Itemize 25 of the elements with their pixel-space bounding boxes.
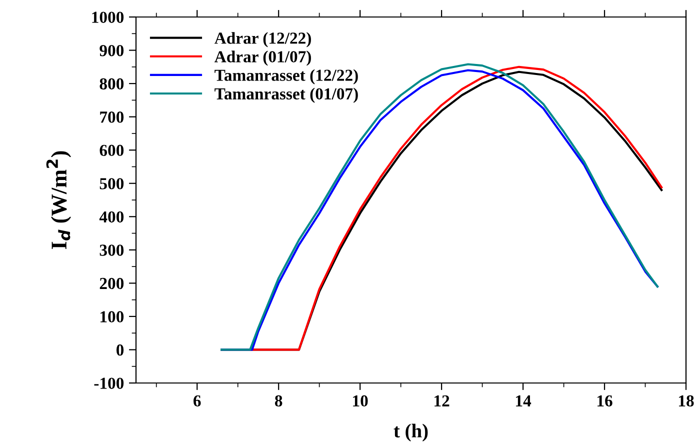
legend-label: Tamanrasset (01/07)	[214, 88, 358, 103]
y-tick-label: 500	[100, 178, 124, 190]
legend-label: Adrar (12/22)	[214, 32, 311, 48]
x-axis-title: t (h)	[394, 424, 428, 442]
y-tick-label: -100	[94, 378, 124, 389]
y-tick-label: 0	[116, 344, 124, 356]
y-tick-label: 100	[100, 311, 124, 322]
x-tick-label: 18	[679, 395, 694, 407]
x-tick-label: 8	[274, 395, 282, 407]
legend-label: Adrar (01/07)	[214, 50, 311, 66]
y-tick-label: 400	[99, 211, 124, 223]
x-tick-label: 10	[353, 395, 368, 407]
x-tick-label: 6	[194, 395, 201, 407]
y-tick-label: 200	[100, 278, 124, 290]
x-tick-label: 12	[434, 395, 450, 406]
x-tick-label: 16	[598, 395, 612, 407]
y-tick-label: 900	[100, 44, 124, 56]
y-tick-label: 600	[100, 144, 124, 156]
y-tick-label: 700	[100, 112, 124, 123]
x-tick-label: 14	[516, 395, 532, 406]
y-tick-label: 300	[100, 244, 124, 256]
legend-label: Tamanrasset (12/22)	[214, 69, 358, 84]
y-tick-label: 800	[100, 78, 124, 90]
y-tick-label: 1000	[92, 12, 124, 23]
y-axis-title: I$_{d}$ (W/m$^{2}$)	[46, 151, 72, 250]
